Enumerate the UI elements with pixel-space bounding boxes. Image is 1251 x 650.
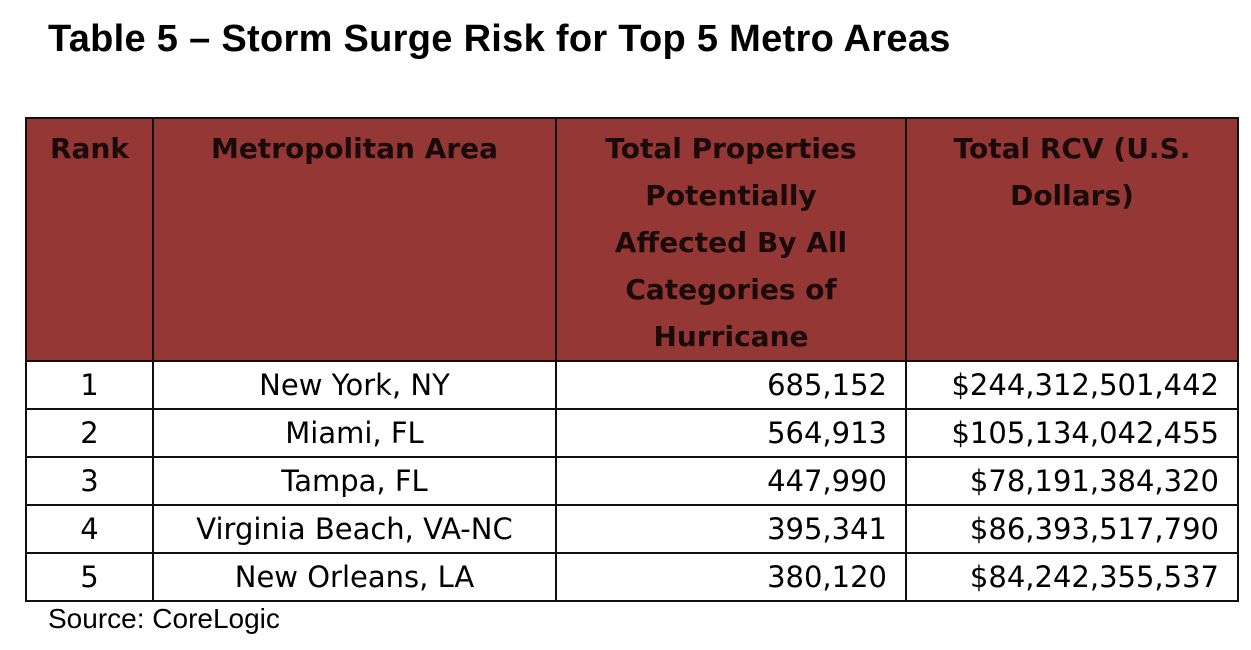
- total-properties-cell: 395,341: [555, 504, 907, 554]
- total-rcv-cell: $86,393,517,790: [905, 504, 1239, 554]
- source-note: Source: CoreLogic: [48, 603, 280, 634]
- column-header-total-properties: Total Properties Potentially Affected By…: [555, 117, 907, 362]
- total-properties-cell: 564,913: [555, 408, 907, 458]
- rank-cell: 5: [25, 552, 154, 602]
- metro-area-cell: New Orleans, LA: [152, 552, 557, 602]
- rank-cell: 2: [25, 408, 154, 458]
- rank-cell: 4: [25, 504, 154, 554]
- column-header-rank: Rank: [25, 117, 154, 362]
- metro-area-cell: New York, NY: [152, 360, 557, 410]
- table-row: 4 Virginia Beach, VA-NC 395,341 $86,393,517…: [25, 504, 1239, 554]
- column-header-metro-area: Metropolitan Area: [152, 117, 557, 362]
- total-properties-cell: 380,120: [555, 552, 907, 602]
- storm-surge-table: Rank Metropolitan Area Total Properties …: [25, 117, 1239, 602]
- metro-area-cell: Miami, FL: [152, 408, 557, 458]
- total-rcv-cell: $78,191,384,320: [905, 456, 1239, 506]
- table-row: 2 Miami, FL 564,913 $105,134,042,455: [25, 408, 1239, 458]
- rank-cell: 1: [25, 360, 154, 410]
- total-properties-cell: 685,152: [555, 360, 907, 410]
- table-row: 3 Tampa, FL 447,990 $78,191,384,320: [25, 456, 1239, 506]
- header-row: Rank Metropolitan Area Total Properties …: [25, 117, 1239, 362]
- total-rcv-cell: $84,242,355,537: [905, 552, 1239, 602]
- metro-area-cell: Virginia Beach, VA-NC: [152, 504, 557, 554]
- total-rcv-cell: $105,134,042,455: [905, 408, 1239, 458]
- total-properties-cell: 447,990: [555, 456, 907, 506]
- metro-area-cell: Tampa, FL: [152, 456, 557, 506]
- table-row: 1 New York, NY 685,152 $244,312,501,442: [25, 360, 1239, 410]
- table-row: 5 New Orleans, LA 380,120 $84,242,355,537: [25, 552, 1239, 602]
- table-title: Table 5 – Storm Surge Risk for Top 5 Met…: [48, 18, 951, 60]
- total-rcv-cell: $244,312,501,442: [905, 360, 1239, 410]
- rank-cell: 3: [25, 456, 154, 506]
- column-header-total-rcv: Total RCV (U.S. Dollars): [905, 117, 1239, 362]
